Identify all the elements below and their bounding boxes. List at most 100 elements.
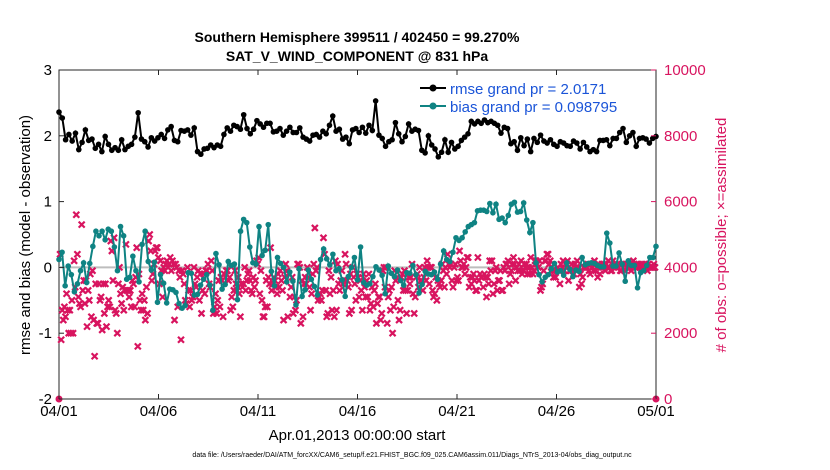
bias-point	[440, 248, 447, 254]
obs-marker	[387, 283, 396, 291]
bias-point	[493, 201, 499, 208]
rmse-point	[379, 135, 386, 142]
rmse-point	[577, 146, 583, 152]
obs-marker	[329, 286, 337, 295]
obs-marker	[433, 296, 441, 305]
rmse-point	[75, 146, 82, 153]
bias-point	[188, 270, 195, 277]
bias-point	[160, 280, 167, 286]
footer-data-file: data file: /Users/raeder/DAI/ATM_forcXX/…	[192, 452, 632, 459]
bias-point	[613, 263, 619, 269]
bias-point	[290, 278, 296, 285]
bias-point	[243, 219, 250, 226]
y-right-tick-label: 10000	[664, 62, 706, 79]
rmse-point	[389, 136, 395, 143]
rmse-point	[547, 136, 554, 143]
bias-point	[120, 233, 127, 239]
bias-point	[394, 267, 401, 273]
bias-point	[114, 267, 121, 274]
bias-series	[56, 199, 659, 313]
obs-marker	[291, 306, 300, 314]
obs-marker	[257, 266, 265, 275]
obs-marker	[258, 296, 266, 305]
bias-point	[419, 281, 425, 288]
rmse-point	[346, 140, 353, 147]
obs-marker	[461, 270, 469, 278]
rmse-point	[260, 124, 267, 131]
obs-marker	[355, 293, 363, 301]
obs-marker	[145, 230, 154, 239]
y-left-tick-label: 3	[44, 62, 52, 79]
bias-point	[607, 240, 613, 246]
obs-marker	[544, 250, 552, 259]
obs-marker	[473, 286, 481, 295]
obs-marker	[273, 289, 281, 298]
obs-marker	[394, 296, 402, 305]
rmse-point	[498, 130, 504, 136]
bias-point	[600, 263, 607, 270]
bias-point	[650, 254, 656, 261]
bias-point	[643, 262, 650, 269]
obs-marker	[101, 280, 110, 288]
obs-marker	[378, 309, 386, 318]
obs-marker	[505, 280, 513, 288]
rmse-point	[168, 123, 174, 130]
bias-point	[80, 259, 87, 266]
obs-marker	[167, 266, 176, 275]
rmse-point	[438, 149, 445, 156]
rmse-point	[432, 146, 438, 152]
bias-point	[570, 273, 576, 280]
obs-marker	[63, 306, 72, 314]
obs-marker	[306, 306, 315, 314]
bias-point	[330, 251, 336, 258]
bias-point	[391, 273, 398, 280]
bias-point	[302, 286, 308, 293]
obs-marker	[556, 280, 564, 288]
obs-marker	[256, 289, 264, 298]
obs-marker	[403, 286, 412, 295]
bias-point	[447, 258, 453, 265]
rmse-point	[445, 149, 452, 156]
x-axis-ticks: 04/01 04/06 04/11 04/16 04/21 04/26 05/01	[40, 70, 675, 420]
obs-marker	[94, 319, 102, 328]
rmse-point	[323, 131, 329, 137]
obs-marker	[113, 329, 122, 337]
rmse-point	[567, 143, 574, 150]
obs-marker	[70, 257, 78, 265]
obs-marker	[251, 276, 260, 285]
obs-marker	[260, 312, 268, 321]
bias-point	[314, 292, 321, 298]
obs-marker	[177, 336, 185, 344]
bias-point	[490, 209, 496, 216]
obs-marker	[474, 253, 482, 262]
bias-point	[434, 276, 441, 283]
rmse-point	[161, 135, 168, 142]
obs-marker	[464, 253, 472, 262]
obs-marker	[105, 303, 114, 311]
legend-bias-marker	[429, 102, 437, 110]
obs-marker	[97, 293, 105, 301]
bias-point	[96, 233, 102, 239]
obs-marker	[410, 309, 418, 318]
bias-point	[71, 288, 78, 295]
obs-marker	[126, 286, 135, 295]
rmse-point	[237, 126, 244, 133]
obs-marker	[406, 280, 414, 288]
bias-point	[625, 258, 632, 264]
bias-point	[145, 258, 152, 265]
bias-point	[379, 272, 385, 279]
bias-point	[370, 273, 376, 280]
rmse-point	[79, 139, 85, 146]
y-left-axis-ticks: -2 -1 0 1 2 3	[39, 62, 64, 408]
bias-point	[382, 290, 388, 297]
y-right-axis-label: # of obs: o=possible; ×=assimilated	[713, 118, 730, 353]
bias-point	[323, 256, 330, 262]
obs-marker	[401, 286, 410, 295]
bias-point	[499, 215, 505, 221]
rmse-point	[442, 136, 448, 143]
obs-marker	[250, 283, 259, 291]
obs-marker	[395, 316, 403, 324]
bias-point	[653, 243, 659, 250]
rmse-point	[102, 133, 108, 140]
